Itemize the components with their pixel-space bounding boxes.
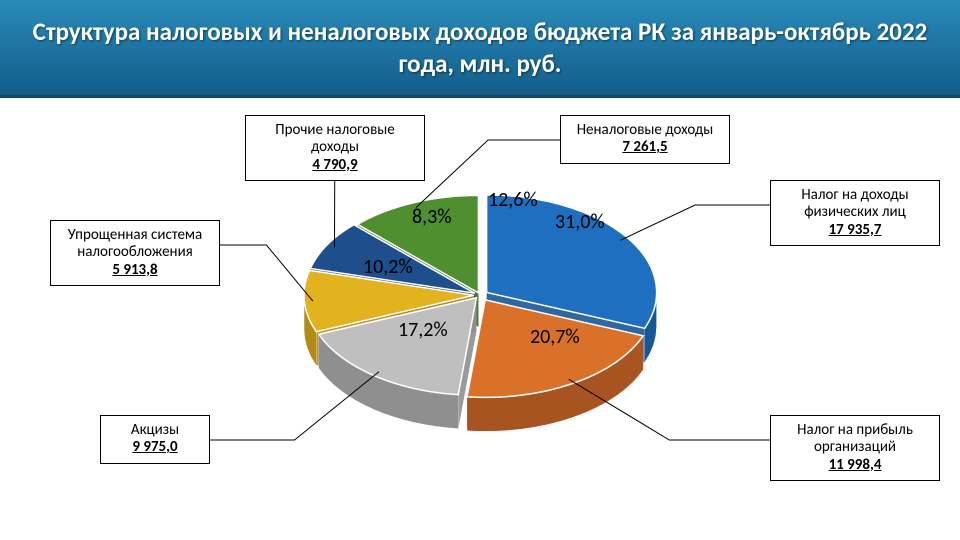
callout-ndfl: Налог на доходы физических лиц17 935,7 (770, 180, 940, 246)
page-title: Структура налоговых и неналоговых доходо… (20, 16, 940, 79)
callout-usn: Упрощенная система налогообложения5 913,… (50, 220, 220, 286)
callout-nenalog: Неналоговые доходы7 261,5 (560, 115, 730, 164)
callout-akcizy: Акцизы9 975,0 (100, 415, 210, 464)
leader-usn (220, 245, 313, 301)
callout-value: 9 975,0 (111, 439, 199, 456)
callout-label: Акцизы (111, 422, 199, 439)
leader-ndfl (620, 205, 770, 240)
callout-value: 17 935,7 (781, 222, 929, 239)
callout-prochie: Прочие налоговые доходы4 790,9 (245, 115, 425, 181)
callout-value: 4 790,9 (256, 157, 414, 174)
callout-label: Прочие налоговые доходы (256, 122, 414, 157)
callout-label: Упрощенная система налогообложения (61, 227, 209, 262)
callout-label: Налог на прибыль организаций (781, 422, 929, 457)
callout-value: 11 998,4 (781, 457, 929, 474)
callout-pribyl: Налог на прибыль организаций11 998,4 (770, 415, 940, 481)
chart-area: Налог на доходы физических лиц17 935,731… (0, 98, 960, 540)
callout-value: 7 261,5 (571, 139, 719, 156)
callout-value: 5 913,8 (61, 262, 209, 279)
header-banner: Структура налоговых и неналоговых доходо… (0, 0, 960, 98)
callout-label: Налог на доходы физических лиц (781, 187, 929, 222)
callout-label: Неналоговые доходы (571, 122, 719, 139)
